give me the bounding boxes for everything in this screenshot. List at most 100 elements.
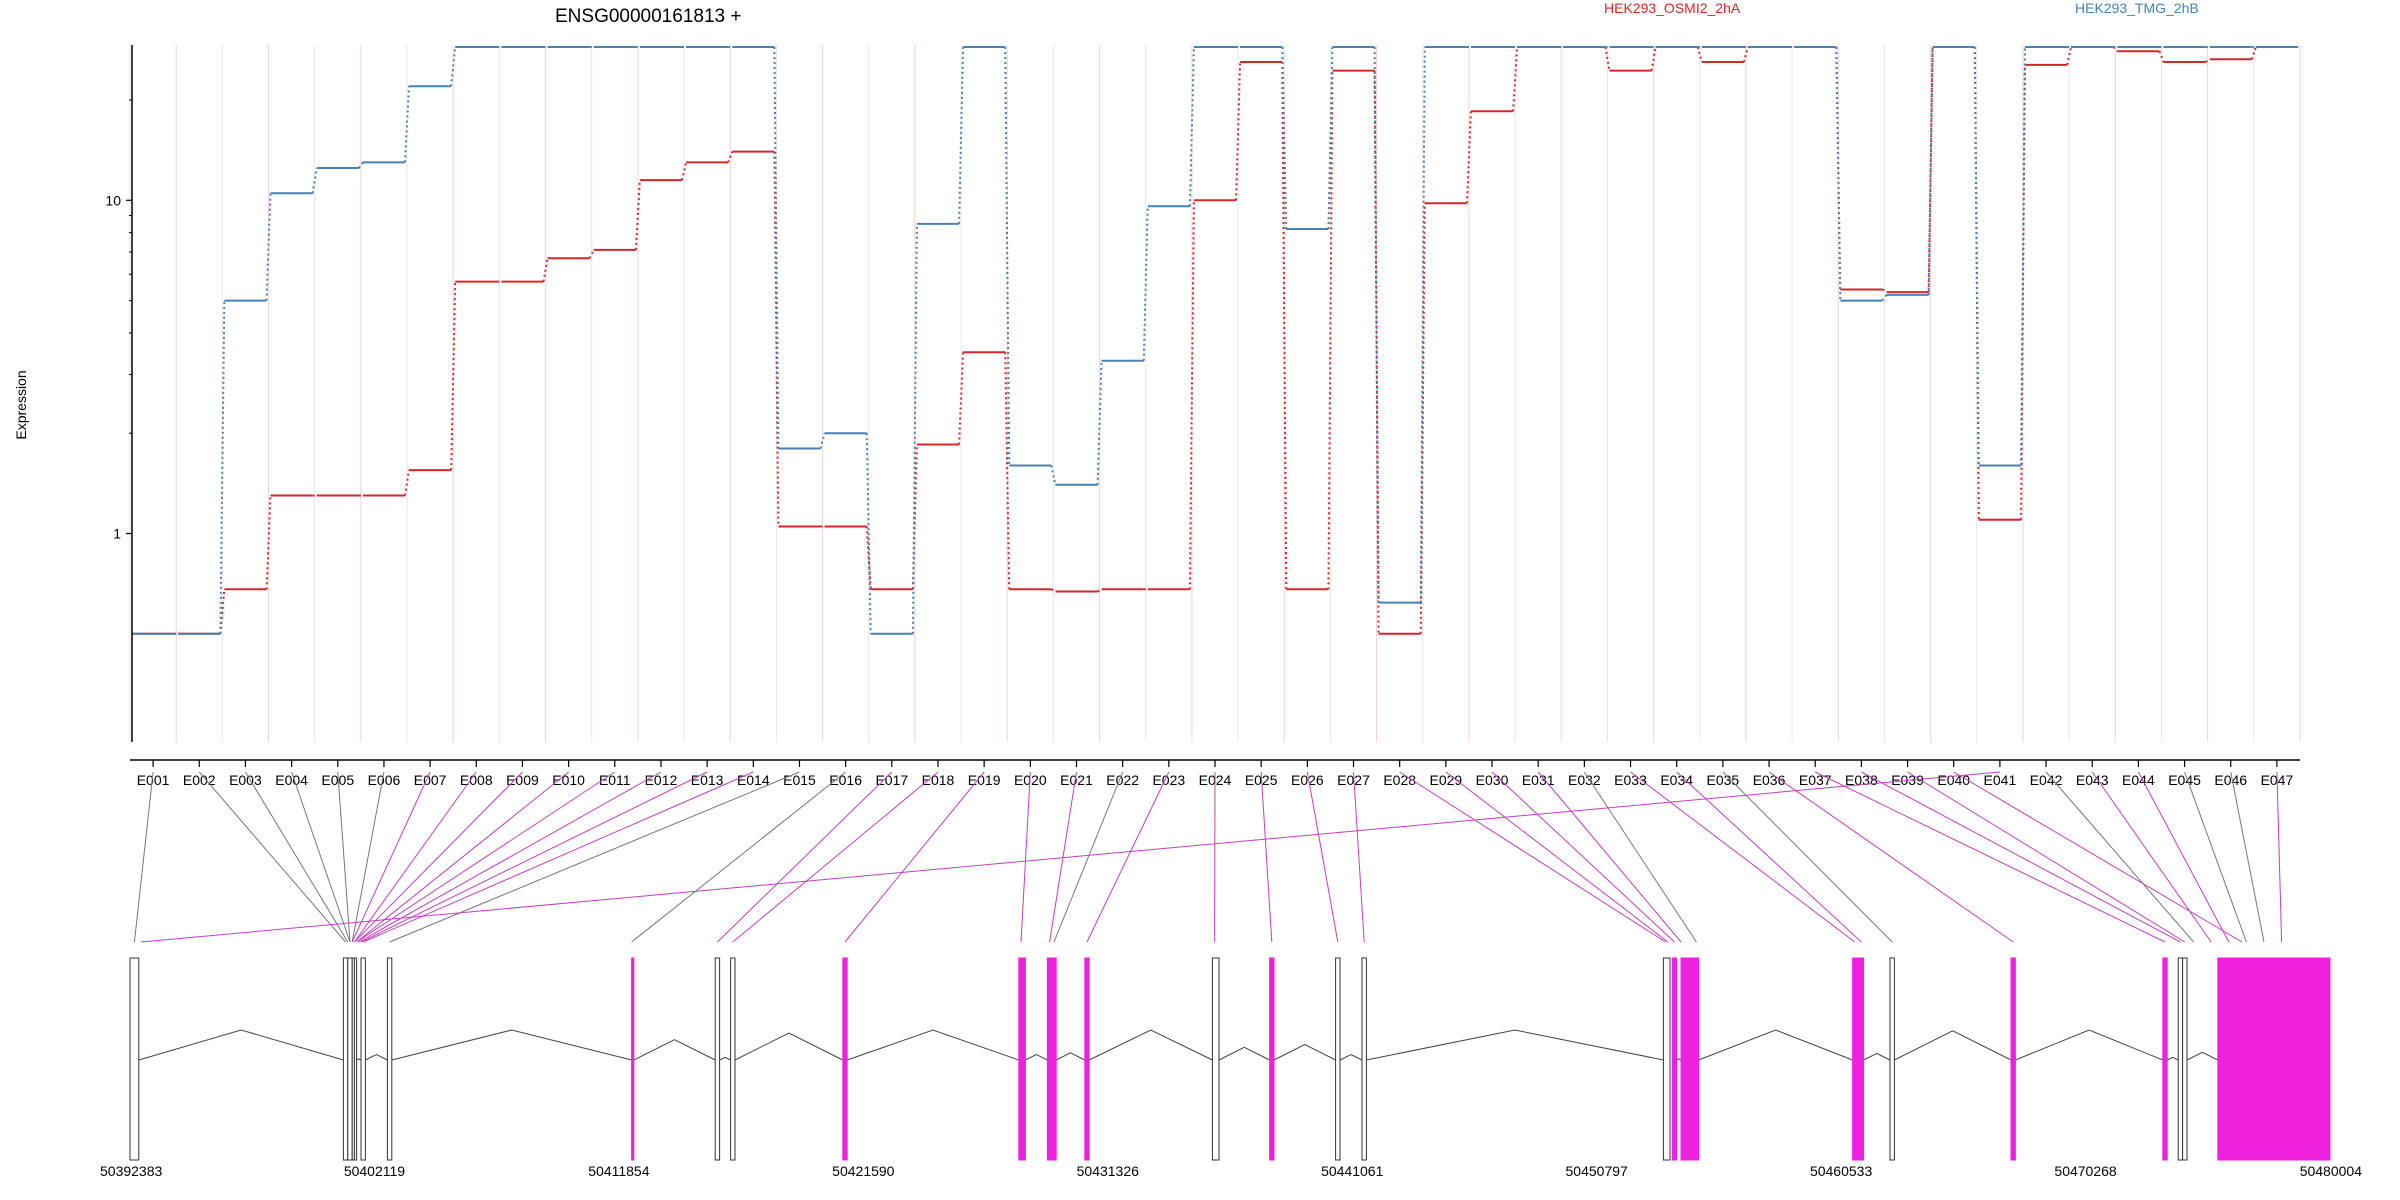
- exon-connector: [244, 771, 349, 943]
- series-connector: [404, 469, 411, 496]
- exon-connector: [353, 771, 477, 943]
- exon-connector: [2184, 771, 2247, 943]
- exon-block: [2217, 957, 2331, 1161]
- exon-block: [2010, 957, 2016, 1161]
- exon-connector: [1306, 771, 1339, 943]
- x-tick-label: E021: [1060, 772, 1093, 788]
- series-connector: [1835, 46, 1842, 301]
- exon-connector: [1630, 771, 1856, 943]
- x-tick-label: E012: [645, 772, 678, 788]
- exon-connector: [360, 771, 708, 943]
- exon-connector: [1861, 771, 2181, 943]
- x-tick-label: E026: [1291, 772, 1324, 788]
- x-tick-label: E008: [460, 772, 493, 788]
- exon-connector: [354, 771, 523, 943]
- series-connector: [1465, 111, 1472, 204]
- x-tick-label: E028: [1383, 772, 1416, 788]
- series-1: [132, 46, 2298, 635]
- exon-block: [1680, 957, 1700, 1161]
- intron-line: [734, 1032, 844, 1061]
- intron-line: [1218, 1046, 1270, 1061]
- series-connector: [219, 300, 226, 634]
- exon-connector: [351, 771, 431, 943]
- exon-connector: [140, 771, 2000, 943]
- intron-line: [2186, 1051, 2219, 1061]
- x-tick-label: E002: [183, 772, 216, 788]
- series-connector: [1604, 46, 1611, 71]
- series-connector: [865, 433, 872, 634]
- x-tick-label: E034: [1660, 772, 1693, 788]
- exon-block: [353, 957, 358, 1161]
- exon-connector: [2137, 771, 2230, 943]
- exon-block: [342, 957, 349, 1161]
- intron-line: [1273, 1044, 1336, 1061]
- x-tick-label: E016: [829, 772, 862, 788]
- series-connector: [1881, 288, 1888, 293]
- series-connector: [1327, 46, 1334, 230]
- intron-line: [365, 1053, 388, 1061]
- axes: 1101001000E001E002E003E004E005E006E007E0…: [105, 45, 2300, 788]
- exon-connector: [1086, 771, 1170, 943]
- x-tick-label: E010: [552, 772, 585, 788]
- series-connector: [1050, 465, 1057, 486]
- series-connector: [358, 161, 364, 169]
- exon-connector: [389, 771, 800, 943]
- gene-coordinate-label: 50460533: [1810, 1163, 1873, 1179]
- intron-line: [356, 1058, 362, 1061]
- exon-block: [1852, 957, 1860, 1161]
- exon-connector: [291, 771, 351, 943]
- series-connector: [1096, 360, 1103, 485]
- series-connector: [450, 281, 457, 471]
- intron-line: [1698, 1029, 1853, 1061]
- series-connector: [1281, 46, 1288, 230]
- exon-block: [842, 957, 848, 1161]
- exon-connector: [1676, 771, 1862, 943]
- x-tick-label: E020: [1014, 772, 1047, 788]
- exon-connector: [1768, 771, 2014, 943]
- x-tick-label: E009: [506, 772, 539, 788]
- series-connector: [1188, 46, 1195, 207]
- series-connector: [265, 495, 272, 590]
- exon-connector: [1722, 771, 1893, 943]
- series-connector: [542, 258, 549, 282]
- series-connector: [634, 180, 641, 250]
- intron-line: [138, 1029, 344, 1061]
- exon-connector: [2276, 771, 2283, 943]
- intron-line: [1366, 1029, 1664, 1061]
- series-connector: [681, 162, 688, 181]
- series-connector: [865, 526, 872, 590]
- x-tick-label: E029: [1429, 772, 1462, 788]
- exon-block: [1889, 957, 1895, 1161]
- exon-connector: [1260, 771, 1273, 943]
- legend-entry-tmg: HEK293_TMG_2hB: [2075, 0, 2199, 16]
- exon-block: [1858, 957, 1865, 1161]
- x-tick-label: E014: [737, 772, 770, 788]
- x-tick-label: E015: [783, 772, 816, 788]
- series-connector: [773, 46, 780, 449]
- exon-block: [2177, 957, 2184, 1161]
- exon-block: [1361, 957, 1367, 1161]
- series-connector: [911, 223, 918, 634]
- gene-coordinate-label: 50392383: [100, 1163, 163, 1179]
- exon-connector: [1814, 771, 2166, 943]
- series-connector: [588, 249, 595, 259]
- x-tick-label: E006: [368, 772, 401, 788]
- exon-block: [1671, 957, 1678, 1161]
- exon-block: [2162, 957, 2168, 1161]
- exon-connector: [337, 771, 351, 943]
- x-tick-label: E017: [875, 772, 908, 788]
- exon-connector: [358, 771, 662, 943]
- exon-block: [1662, 957, 1671, 1161]
- series-2: [132, 46, 2298, 635]
- y-axis-label: Expression: [13, 370, 29, 439]
- exon-block: [347, 957, 353, 1161]
- x-tick-label: E001: [137, 772, 170, 788]
- gene-coordinate-label: 50431326: [1077, 1163, 1140, 1179]
- exon-block: [631, 957, 635, 1161]
- exon-connector: [732, 771, 939, 943]
- x-tick-label: E045: [2168, 772, 2201, 788]
- gene-coordinate-label: 50450797: [1566, 1163, 1629, 1179]
- exon-connector: [844, 771, 985, 943]
- x-tick-label: E046: [2214, 772, 2247, 788]
